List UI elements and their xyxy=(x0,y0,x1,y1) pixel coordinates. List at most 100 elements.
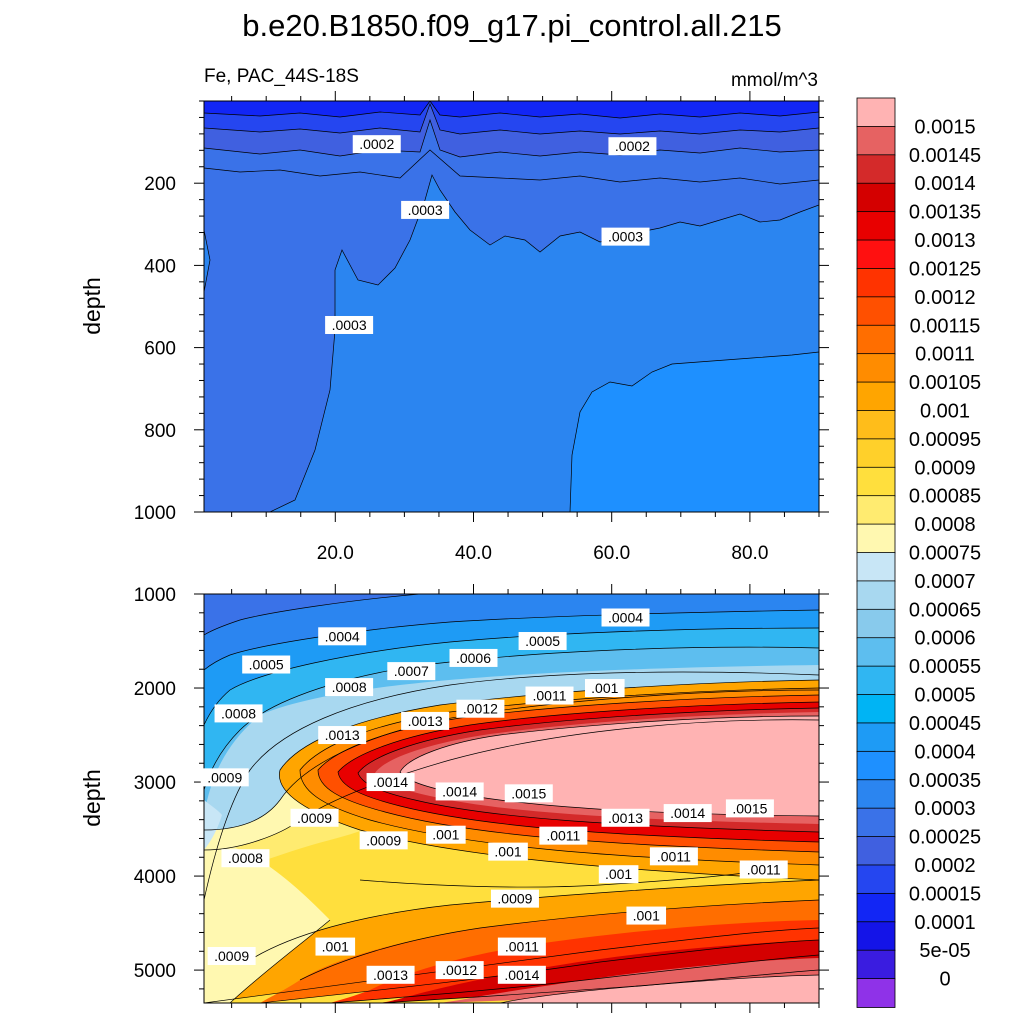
colorbar-swatch xyxy=(856,268,896,298)
contour-label-box xyxy=(207,946,256,965)
contour-label: .0014 xyxy=(663,804,712,823)
contour-label-box xyxy=(387,662,436,681)
colorbar-label: 0.0008 xyxy=(914,514,975,536)
contour-label-box xyxy=(497,937,546,956)
y-tick-label: 5000 xyxy=(134,961,176,982)
colorbar-swatch xyxy=(856,438,896,469)
contour-label-box xyxy=(318,726,367,745)
colorbar-label: 0.0009 xyxy=(914,457,975,479)
contour-label-text: .001 xyxy=(494,844,521,860)
contour-label-text: .001 xyxy=(605,866,632,882)
contour-label: .001 xyxy=(488,842,528,861)
contour-label-text: .0009 xyxy=(497,891,532,907)
colorbar-label: 0.0015 xyxy=(914,116,975,138)
y-tick-label: 3000 xyxy=(134,773,176,794)
colorbar-label: 0.00135 xyxy=(909,202,981,224)
colorbar-label: 0.0012 xyxy=(914,287,975,309)
colorbar-label: 0.00095 xyxy=(909,429,981,451)
contour-label-text: .0008 xyxy=(228,850,263,866)
contour-label-text: .0011 xyxy=(533,688,567,704)
colorbar-label: 0.00115 xyxy=(910,315,981,337)
contour-label-text: .0013 xyxy=(325,727,360,743)
units-label: mmol/m^3 xyxy=(731,70,818,91)
colorbar-label: 0.00065 xyxy=(909,599,981,621)
colorbar-swatch xyxy=(856,182,896,213)
contour-label: .0011 xyxy=(497,937,546,956)
contour-label-box xyxy=(490,889,539,908)
contour-label: .0009 xyxy=(359,831,408,850)
colorbar-swatch xyxy=(856,211,896,241)
contour-label-text: .0009 xyxy=(297,810,332,826)
colorbar-swatch xyxy=(856,324,896,355)
colorbar-label: 0.0002 xyxy=(914,855,975,877)
colorbar-swatch xyxy=(856,523,896,554)
contour-label: .001 xyxy=(626,906,667,925)
contour-label-box xyxy=(242,655,291,674)
contour-label-text: .0008 xyxy=(332,679,367,695)
colorbar-label: 0.00085 xyxy=(909,486,981,508)
contour-label-box xyxy=(318,627,367,646)
colorbar-label: 0.00125 xyxy=(909,258,981,280)
contour-label-box xyxy=(352,135,401,154)
contour-label-box xyxy=(525,686,574,705)
contour-label-text: .0004 xyxy=(608,610,643,626)
contour-label: .0009 xyxy=(290,808,339,827)
colorbar-swatch xyxy=(856,154,896,185)
left-subtitle: Fe, PAC_44S-18S xyxy=(204,66,359,87)
y-tick-label: 400 xyxy=(144,256,176,277)
contour-label-box xyxy=(608,137,657,156)
colorbar-swatch xyxy=(856,580,896,611)
colorbar-label: 0.00055 xyxy=(909,656,981,678)
contour-label-text: .001 xyxy=(322,939,349,955)
contour-label: .0002 xyxy=(608,137,657,156)
contour-label: .0013 xyxy=(601,808,650,827)
contour-label-text: .0009 xyxy=(207,769,242,785)
contour-label-text: .0004 xyxy=(325,628,360,644)
colorbar-label: 0.0011 xyxy=(915,344,975,366)
upper-contour-labels: .0002 .0002 .0003 .0003 .0003 xyxy=(325,135,657,334)
contour-label: .0003 xyxy=(601,227,650,246)
colorbar-label: 0.0001 xyxy=(914,912,975,934)
contour-label-text: .0012 xyxy=(463,701,498,717)
upper-plot-frame xyxy=(203,100,820,513)
colorbar-swatch xyxy=(856,552,896,582)
contour-label-text: .0009 xyxy=(366,832,401,848)
contour-label-box xyxy=(539,826,588,845)
colorbar-swatch xyxy=(856,239,896,270)
colorbar-swatch xyxy=(856,296,896,327)
contour-label-text: .0011 xyxy=(505,939,539,955)
contour-label: .0014 xyxy=(497,965,546,984)
contour-label-text: .0012 xyxy=(442,962,477,978)
contour-label-text: .0014 xyxy=(373,774,408,790)
colorbar-label: 0.00025 xyxy=(909,827,981,849)
contour-label-box xyxy=(518,632,567,651)
colorbar-label: 0.0006 xyxy=(914,628,975,650)
contour-label-text: .0002 xyxy=(359,136,394,152)
contour-label-text: .0013 xyxy=(408,713,443,729)
colorbar-label: 0.0005 xyxy=(914,685,975,707)
contour-label-box xyxy=(504,784,553,803)
colorbar-label: 0.0013 xyxy=(914,230,975,252)
colorbar-swatch xyxy=(856,608,896,639)
colorbar-label: 0.001 xyxy=(920,400,970,422)
contour-label: .0014 xyxy=(366,773,415,792)
colorbar-label: 0.0014 xyxy=(914,173,975,195)
colorbar-swatch xyxy=(856,466,896,497)
contour-label-text: .0013 xyxy=(373,967,408,983)
colorbar: 0.0015 0.00145 0.0014 0.00135 0.0013 0.00125 0… xyxy=(856,97,981,1008)
contour-label-text: .0003 xyxy=(332,317,367,333)
x-tick-label: 80.0 xyxy=(731,543,768,564)
contour-label: .0011 xyxy=(649,847,698,866)
colorbar-swatch xyxy=(856,126,896,156)
y-tick-label: 1000 xyxy=(134,585,176,606)
contour-label-text: .0009 xyxy=(214,948,249,964)
contour-label: .0003 xyxy=(401,200,450,219)
colorbar-label: 0.00015 xyxy=(909,883,981,905)
contour-label: .0005 xyxy=(518,632,567,651)
upper-fill-00015 xyxy=(204,101,819,134)
contour-label-text: .0007 xyxy=(394,663,429,679)
contour-label-box xyxy=(200,768,249,787)
contour-label: .0004 xyxy=(601,608,650,627)
